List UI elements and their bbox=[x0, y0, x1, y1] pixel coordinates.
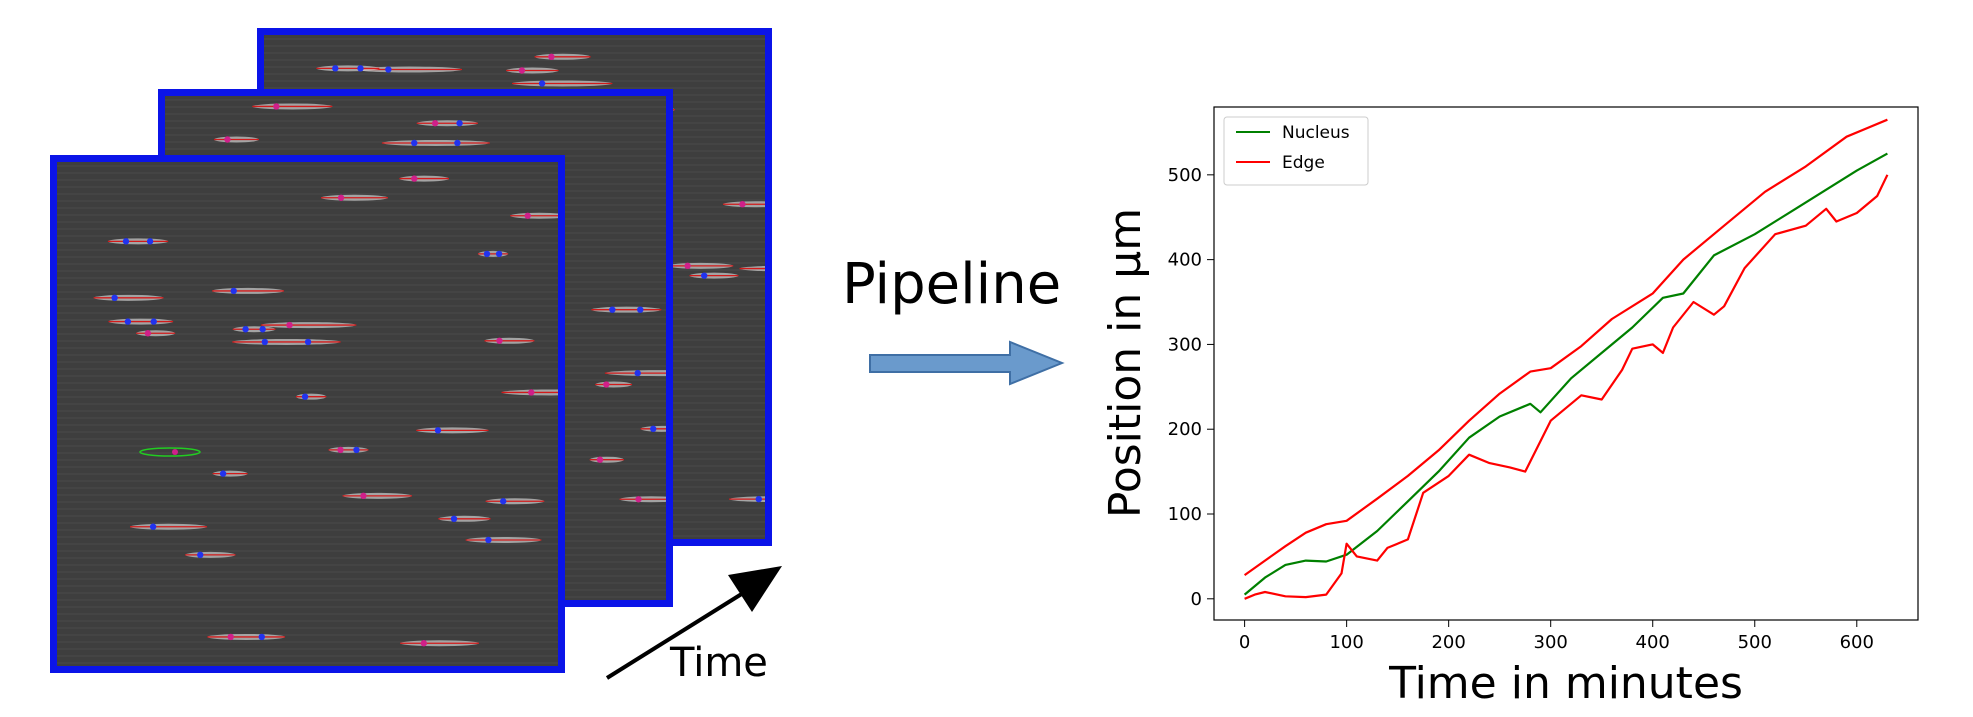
cell bbox=[93, 294, 164, 302]
legend-nucleus-label: Nucleus bbox=[1282, 123, 1350, 143]
x-tick-label: 200 bbox=[1431, 632, 1465, 653]
cell bbox=[316, 65, 380, 72]
cell bbox=[506, 67, 559, 74]
x-tick-label: 600 bbox=[1840, 632, 1874, 653]
pipeline-arrow bbox=[869, 340, 1065, 386]
cell bbox=[477, 250, 509, 258]
cell bbox=[328, 446, 369, 454]
legend-edge-label: Edge bbox=[1282, 153, 1325, 173]
series-line-0 bbox=[1243, 152, 1888, 596]
cell bbox=[400, 640, 479, 647]
cell bbox=[595, 381, 633, 388]
cell bbox=[212, 287, 284, 295]
cell bbox=[534, 53, 591, 61]
x-tick-label: 500 bbox=[1738, 632, 1772, 653]
y-tick-label: 400 bbox=[1168, 250, 1202, 271]
y-tick-label: 100 bbox=[1168, 504, 1202, 525]
microscopy-frame-front bbox=[50, 155, 565, 673]
cell bbox=[107, 238, 169, 245]
time-arrow-shaft bbox=[605, 588, 750, 680]
cell bbox=[416, 120, 478, 127]
time-arrow-head bbox=[728, 566, 782, 612]
series-line-1 bbox=[1243, 118, 1888, 576]
cell bbox=[207, 633, 286, 641]
cell bbox=[465, 536, 542, 544]
cell bbox=[416, 427, 489, 434]
cell bbox=[252, 103, 333, 110]
cell bbox=[619, 496, 666, 503]
cell bbox=[320, 194, 388, 201]
cell bbox=[591, 306, 662, 313]
cell bbox=[232, 338, 341, 346]
cell bbox=[381, 139, 490, 147]
x-tick-label: 300 bbox=[1534, 632, 1568, 653]
cell bbox=[295, 393, 327, 400]
plot-lines bbox=[1243, 118, 1889, 600]
cell bbox=[589, 456, 624, 463]
y-tick-label: 200 bbox=[1168, 419, 1202, 440]
series-line-2 bbox=[1244, 174, 1889, 600]
cell bbox=[510, 212, 558, 219]
cell bbox=[108, 318, 174, 325]
cell bbox=[438, 515, 491, 523]
cell bbox=[399, 175, 450, 182]
x-axis-ticks: 0 100 200 300 400 500 600 bbox=[1239, 620, 1874, 653]
cell bbox=[668, 262, 734, 270]
cell bbox=[689, 272, 739, 279]
plot-frame bbox=[1213, 106, 1919, 621]
x-tick-label: 400 bbox=[1636, 632, 1670, 653]
x-axis-label: Time in minutes bbox=[1388, 658, 1743, 709]
cell bbox=[739, 265, 765, 272]
cell bbox=[342, 492, 412, 500]
y-axis-ticks: 0 100 200 300 400 500 bbox=[1168, 165, 1214, 610]
cell bbox=[213, 136, 259, 143]
cell bbox=[129, 523, 208, 530]
x-tick-label: 0 bbox=[1239, 632, 1250, 653]
legend-box bbox=[1223, 116, 1369, 186]
cell bbox=[511, 80, 613, 87]
position-chart: 0 100 200 300 400 500 600 0 100 200 300 400 500 Tim… bbox=[1100, 106, 1919, 709]
cell bbox=[232, 326, 276, 333]
y-axis-label: Position in µm bbox=[1100, 208, 1151, 518]
cell bbox=[640, 425, 666, 433]
cell bbox=[484, 337, 535, 344]
cell bbox=[604, 369, 666, 377]
y-tick-label: 500 bbox=[1168, 165, 1202, 186]
cell bbox=[136, 330, 176, 337]
cell bbox=[501, 389, 558, 396]
time-label: Time bbox=[670, 640, 768, 686]
x-tick-label: 100 bbox=[1329, 632, 1363, 653]
y-tick-label: 300 bbox=[1168, 334, 1202, 355]
tracked-cell bbox=[139, 447, 201, 457]
cell bbox=[485, 498, 545, 505]
y-tick-label: 0 bbox=[1191, 589, 1202, 610]
cell bbox=[260, 321, 357, 329]
cell-tracks bbox=[57, 165, 558, 664]
cell bbox=[722, 201, 765, 208]
legend: Nucleus Edge bbox=[1223, 116, 1369, 186]
cell bbox=[212, 470, 248, 477]
cell bbox=[729, 495, 765, 503]
pipeline-label: Pipeline bbox=[842, 252, 1062, 317]
cell bbox=[185, 551, 236, 559]
